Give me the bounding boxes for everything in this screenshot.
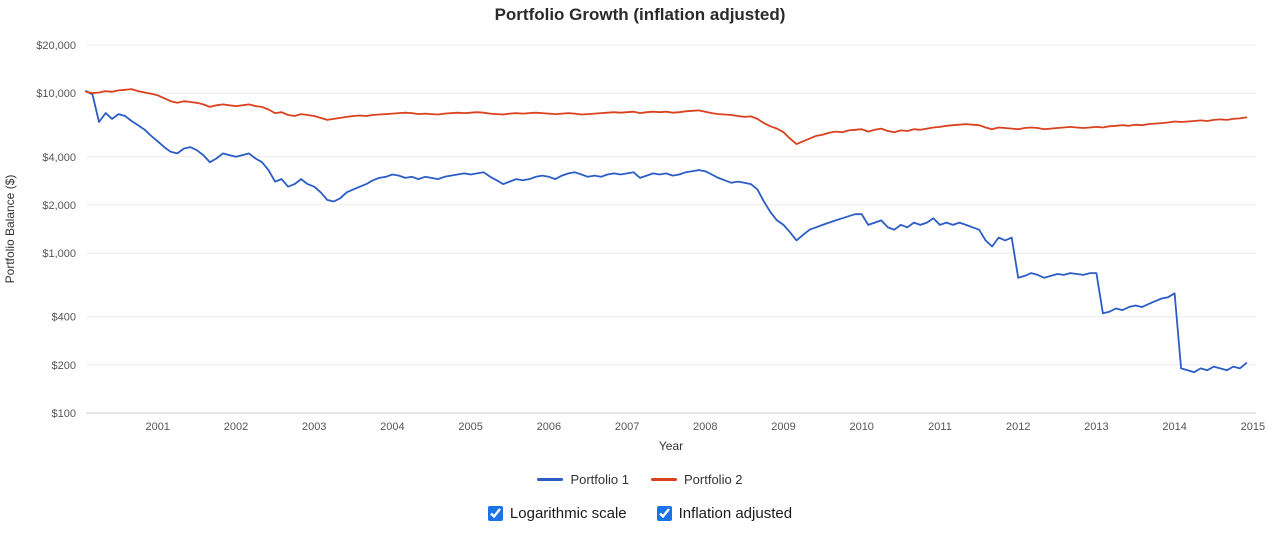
- inflation-adjusted-label[interactable]: Inflation adjusted: [678, 505, 793, 522]
- logarithmic-scale-label[interactable]: Logarithmic scale: [509, 505, 627, 522]
- legend-label: Portfolio 1: [570, 472, 629, 487]
- svg-text:2015: 2015: [1241, 421, 1265, 433]
- svg-text:Year: Year: [659, 439, 683, 453]
- svg-text:2007: 2007: [615, 421, 639, 433]
- portfolio-1-line-swatch-icon: [537, 478, 564, 481]
- svg-text:2003: 2003: [302, 421, 326, 433]
- svg-text:$4,000: $4,000: [42, 152, 76, 164]
- svg-text:2014: 2014: [1162, 421, 1186, 433]
- legend-label: Portfolio 2: [684, 472, 743, 487]
- svg-text:$400: $400: [52, 312, 76, 324]
- svg-text:2001: 2001: [145, 421, 169, 433]
- inflation-adjusted-checkbox[interactable]: [656, 506, 672, 521]
- svg-text:2011: 2011: [928, 421, 952, 433]
- legend-item-portfolio-2[interactable]: Portfolio 2: [651, 472, 743, 487]
- svg-text:Portfolio Balance ($): Portfolio Balance ($): [3, 175, 17, 284]
- svg-text:2006: 2006: [537, 421, 561, 433]
- legend-item-portfolio-1[interactable]: Portfolio 1: [537, 472, 629, 487]
- svg-text:2005: 2005: [458, 421, 482, 433]
- svg-text:$20,000: $20,000: [36, 40, 76, 52]
- logarithmic-scale-control[interactable]: Logarithmic scale: [487, 505, 627, 522]
- inflation-adjusted-control[interactable]: Inflation adjusted: [656, 505, 793, 522]
- svg-text:2010: 2010: [849, 421, 873, 433]
- svg-text:2004: 2004: [380, 421, 404, 433]
- svg-text:2008: 2008: [693, 421, 717, 433]
- chart-plot-area[interactable]: $20,000 $10,000 $4,000 $2,000 $1,000 $400 $200…: [0, 0, 1280, 460]
- svg-text:2012: 2012: [1006, 421, 1030, 433]
- chart-controls: Logarithmic scale Inflation adjusted: [0, 505, 1280, 522]
- svg-text:$10,000: $10,000: [36, 88, 76, 100]
- portfolio-2-line-swatch-icon: [651, 478, 677, 481]
- svg-text:2009: 2009: [771, 421, 795, 433]
- svg-text:2013: 2013: [1084, 421, 1108, 433]
- svg-text:$100: $100: [52, 408, 76, 420]
- svg-text:$1,000: $1,000: [42, 248, 76, 260]
- logarithmic-scale-checkbox[interactable]: [487, 506, 503, 521]
- svg-text:2002: 2002: [224, 421, 248, 433]
- svg-text:$2,000: $2,000: [42, 200, 76, 212]
- chart-legend: Portfolio 1 Portfolio 2: [0, 472, 1280, 487]
- chart-title: Portfolio Growth (inflation adjusted): [494, 5, 786, 24]
- svg-text:$200: $200: [52, 360, 76, 372]
